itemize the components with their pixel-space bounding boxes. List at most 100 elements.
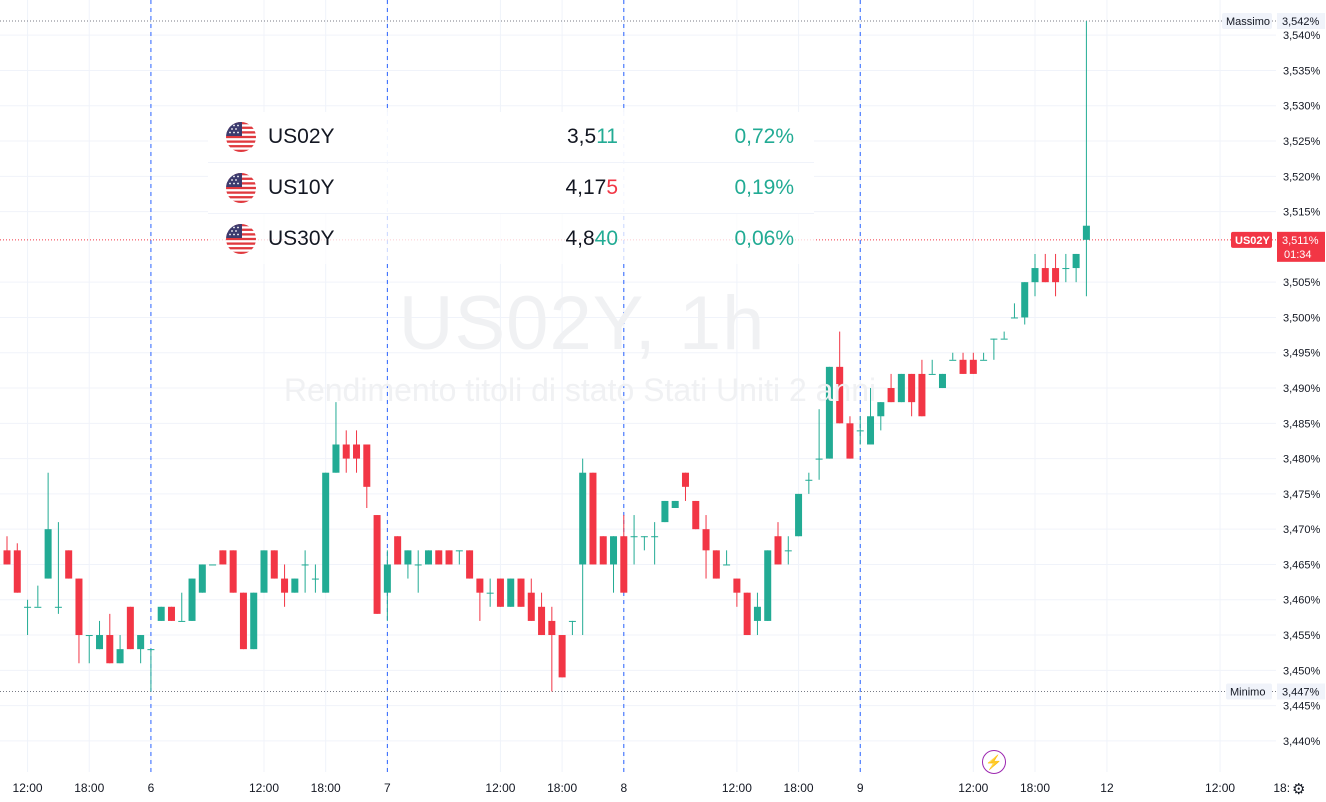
candle [270,550,278,579]
x-tick-label: 12:00 [1205,781,1235,795]
candle-body [897,373,905,403]
candle-body [219,550,227,565]
candle-body [527,592,535,621]
candle-body [75,578,83,636]
candle-body [157,606,165,621]
candle-body [404,550,412,565]
candle-body [784,550,792,552]
candle-body [692,500,700,530]
candle [651,522,659,565]
watchlist-change: 0,06% [734,227,794,250]
candle [291,578,299,593]
candle-body [85,635,93,637]
candle [640,536,648,551]
candle [671,500,679,508]
candle [548,606,556,692]
y-tick-label: 3,485% [1283,418,1321,430]
watchlist-row[interactable]: US02Y 3,511 0,72% [208,112,814,163]
candle-body [610,536,618,565]
candle-body [846,423,854,459]
y-tick-label: 3,505% [1283,277,1321,289]
x-tick-label: 12:00 [249,781,279,795]
candle [928,359,936,375]
watchlist-row[interactable]: US30Y 4,840 0,06% [208,214,814,264]
candle-body [188,578,196,621]
candle-body [106,635,114,664]
candle-body [1000,338,1008,340]
candle-body [918,373,926,417]
watchlist-value: 4,840 [565,227,618,250]
candle-body [681,472,689,487]
last-symbol: US02Y [1235,235,1271,247]
candle [795,493,803,537]
candle-body [167,606,175,621]
candle [969,352,977,374]
candle [466,550,474,579]
candle [1010,303,1018,319]
candle [507,578,515,607]
y-tick-label: 3,470% [1283,524,1321,536]
candle-body [733,578,741,593]
candle-body [743,592,751,636]
candle-body [877,402,885,417]
us-flag-icon [226,173,256,203]
y-tick-label: 3,535% [1283,65,1321,77]
candle [702,515,710,579]
watchlist-change: 0,19% [734,176,794,199]
min-value: 3,447% [1282,686,1320,698]
candle-body [774,536,782,565]
candle [250,592,258,650]
candle-body [466,550,474,579]
candle [414,550,422,593]
x-tick-label: 18:00 [547,781,577,795]
candle [496,578,504,607]
candle-body [260,550,268,593]
candle [75,578,83,664]
candle [198,564,206,593]
candle [1082,21,1090,297]
candle [887,373,895,403]
max-value: 3,542% [1282,16,1320,28]
y-tick-label: 3,495% [1283,348,1321,360]
candle-body [239,592,247,650]
min-value-bg [1277,683,1325,700]
us-flag-icon [226,224,256,254]
candle [558,635,566,678]
candle [743,592,751,636]
time-axis-bg [0,772,1326,802]
candle [147,649,155,692]
x-tick-label: 12:00 [958,781,988,795]
candles [3,21,1090,692]
y-tick-label: 3,440% [1283,736,1321,748]
candle [1072,253,1080,283]
lightning-icon[interactable]: ⚡ [982,750,1006,774]
candle-body [1062,268,1070,270]
candle [805,472,813,494]
candle [34,585,42,608]
candle-body [887,388,895,403]
candle-body [54,606,62,608]
candle [908,373,916,417]
candle-body [507,578,515,607]
candle [157,606,165,621]
candle-body [126,606,134,650]
candle-body [640,536,648,538]
watchlist-symbol: US02Y [268,125,335,148]
y-tick-label: 3,520% [1283,171,1321,183]
y-tick-label: 3,445% [1283,701,1321,713]
settings-gear-icon[interactable]: ⚙ [1292,781,1306,798]
watchlist-row[interactable]: US10Y 4,175 0,19% [208,163,814,214]
candle-body [394,536,402,565]
candle-body [229,550,237,593]
candle [527,578,535,621]
candle-body [1031,268,1039,283]
candle-body [1021,282,1029,318]
candle-body [435,550,443,565]
candle-body [198,564,206,593]
candle [764,550,772,621]
candle-body [630,536,638,538]
candle [394,536,402,565]
candle [322,472,330,593]
price-axis-bg [1276,0,1326,772]
